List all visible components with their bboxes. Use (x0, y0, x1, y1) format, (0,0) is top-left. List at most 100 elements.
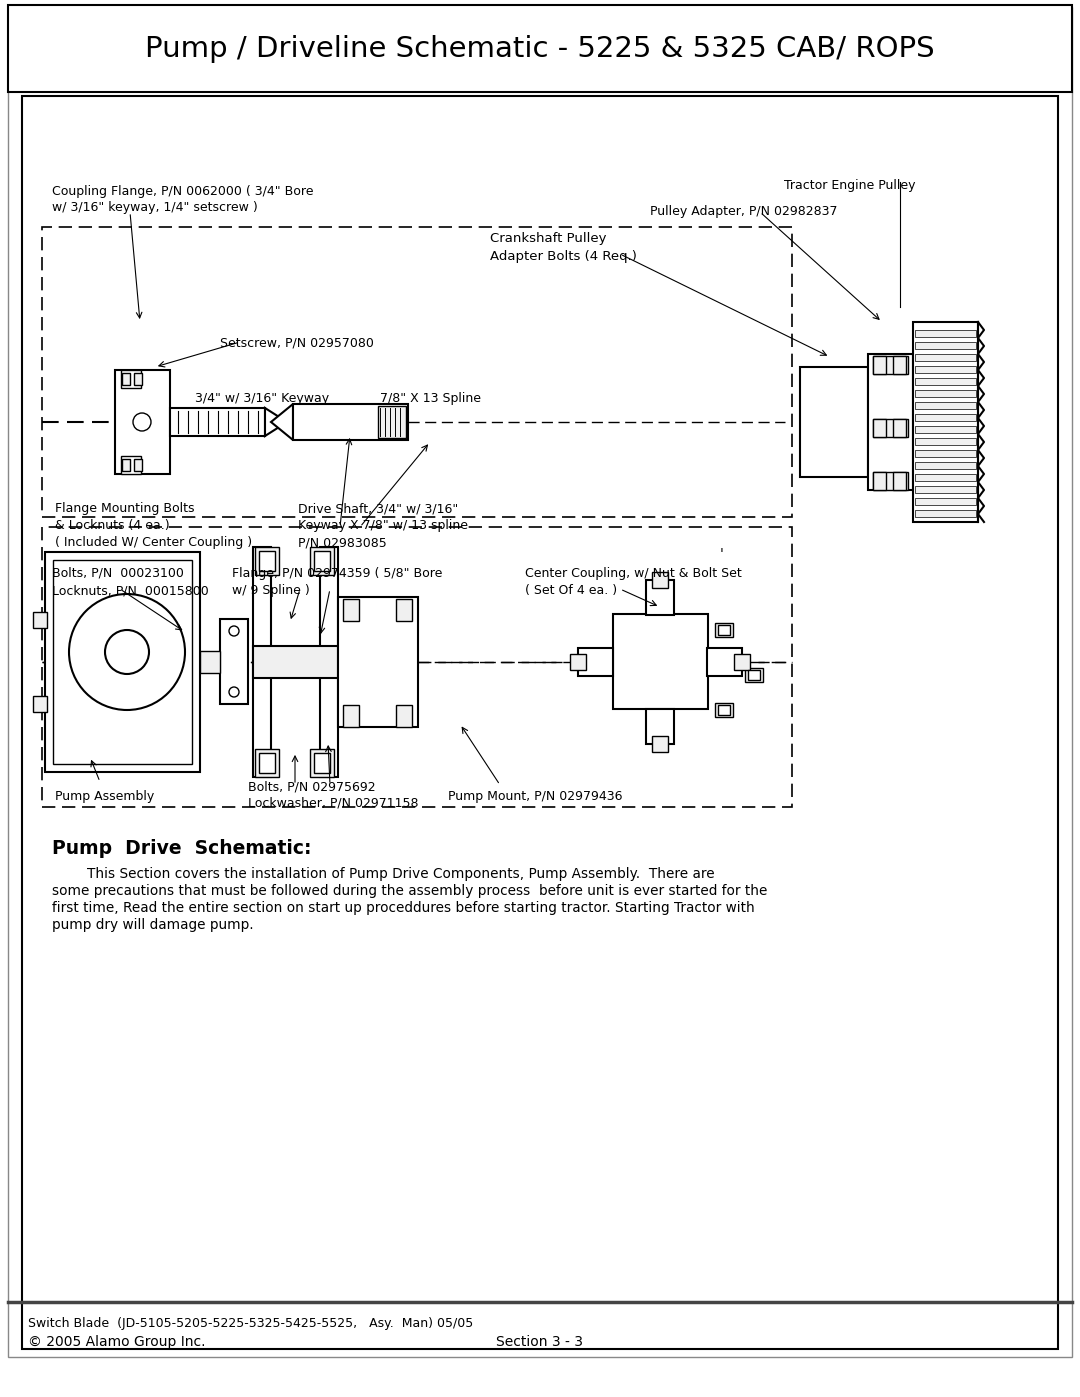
Text: © 2005 Alamo Group Inc.: © 2005 Alamo Group Inc. (28, 1336, 205, 1350)
Text: ': ' (720, 548, 724, 562)
Text: Section 3 - 3: Section 3 - 3 (497, 1336, 583, 1350)
Text: Keyway X 7/8" w/ 13 spline: Keyway X 7/8" w/ 13 spline (298, 520, 468, 532)
Bar (913, 321, 978, 522)
Bar (915, 342, 976, 349)
Bar (343, 705, 359, 726)
Bar (707, 648, 742, 676)
Bar (122, 373, 130, 386)
Text: pump dry will damage pump.: pump dry will damage pump. (52, 918, 254, 932)
Bar (915, 390, 976, 397)
Text: first time, Read the entire section on start up proceddures before starting trac: first time, Read the entire section on s… (52, 901, 755, 915)
Bar (255, 548, 279, 576)
Bar (134, 460, 141, 471)
Text: Pulley Adapter, P/N 02982837: Pulley Adapter, P/N 02982837 (650, 205, 837, 218)
Text: Flange Mounting Bolts: Flange Mounting Bolts (55, 502, 194, 515)
Bar (873, 356, 908, 374)
Bar (53, 560, 192, 764)
Bar (42, 226, 792, 517)
Bar (745, 668, 762, 682)
Text: This Section covers the installation of Pump Drive Components, Pump Assembly.  T: This Section covers the installation of … (52, 868, 715, 882)
Bar (338, 597, 418, 726)
Text: Flange, P/N 02974359 ( 5/8" Bore: Flange, P/N 02974359 ( 5/8" Bore (232, 567, 443, 580)
Bar (652, 736, 669, 752)
Bar (893, 472, 906, 490)
Bar (718, 624, 730, 636)
Text: w/ 9 Spline ): w/ 9 Spline ) (232, 584, 310, 597)
Text: Setscrew, P/N 02957080: Setscrew, P/N 02957080 (220, 337, 374, 351)
Bar (570, 654, 586, 671)
Bar (259, 550, 275, 571)
Bar (314, 753, 330, 773)
Text: w/ 3/16" keyway, 1/4" setscrew ): w/ 3/16" keyway, 1/4" setscrew ) (52, 201, 258, 214)
Bar (652, 571, 669, 588)
Text: & Locknuts (4 ea.): & Locknuts (4 ea.) (55, 520, 170, 532)
Bar (868, 353, 913, 490)
Bar (310, 749, 334, 777)
Bar (915, 379, 976, 386)
Text: P/N 02983085: P/N 02983085 (298, 536, 387, 549)
Bar (718, 705, 730, 715)
Polygon shape (271, 404, 293, 440)
Bar (873, 356, 886, 374)
Bar (121, 455, 141, 474)
Bar (915, 450, 976, 457)
Bar (915, 426, 976, 433)
Bar (33, 696, 48, 712)
Bar (915, 353, 976, 360)
Polygon shape (265, 408, 287, 436)
Text: 7/8" X 13 Spline: 7/8" X 13 Spline (380, 393, 481, 405)
Text: Switch Blade  (JD-5105-5205-5225-5325-5425-5525,   Asy.  Man) 05/05: Switch Blade (JD-5105-5205-5225-5325-542… (28, 1317, 473, 1330)
Bar (915, 366, 976, 373)
Bar (915, 462, 976, 469)
Bar (715, 623, 733, 637)
Bar (748, 671, 760, 680)
Bar (915, 402, 976, 409)
Bar (8, 6, 1072, 92)
Text: Coupling Flange, P/N 0062000 ( 3/4" Bore: Coupling Flange, P/N 0062000 ( 3/4" Bore (52, 184, 313, 198)
Text: Pump  Drive  Schematic:: Pump Drive Schematic: (52, 840, 311, 858)
Text: Bolts, P/N 02975692: Bolts, P/N 02975692 (248, 780, 376, 793)
Text: Bolts, P/N  00023100: Bolts, P/N 00023100 (52, 567, 184, 580)
Bar (873, 419, 908, 437)
Text: Locknuts, P/N  00015800: Locknuts, P/N 00015800 (52, 584, 208, 597)
Bar (170, 408, 265, 436)
Bar (134, 373, 141, 386)
Bar (396, 705, 411, 726)
Text: ( Set Of 4 ea. ): ( Set Of 4 ea. ) (525, 584, 617, 597)
Bar (646, 580, 674, 615)
Bar (122, 460, 130, 471)
Text: Crankshaft Pulley: Crankshaft Pulley (490, 232, 607, 244)
Text: Pump / Driveline Schematic - 5225 & 5325 CAB/ ROPS: Pump / Driveline Schematic - 5225 & 5325… (145, 35, 935, 63)
Bar (253, 645, 338, 678)
Bar (343, 599, 359, 622)
Bar (45, 552, 200, 773)
Bar (255, 749, 279, 777)
Circle shape (229, 687, 239, 697)
Text: Tractor Engine Pulley: Tractor Engine Pulley (784, 179, 916, 191)
Bar (873, 472, 886, 490)
Bar (715, 703, 733, 717)
Bar (42, 527, 792, 807)
Bar (114, 370, 170, 474)
Text: Center Coupling, w/ Nut & Bolt Set: Center Coupling, w/ Nut & Bolt Set (525, 567, 742, 580)
Bar (121, 370, 141, 388)
Bar (613, 615, 708, 710)
Bar (915, 439, 976, 446)
Bar (578, 648, 613, 676)
Bar (873, 472, 908, 490)
Text: ( Included W/ Center Coupling ): ( Included W/ Center Coupling ) (55, 536, 252, 549)
Text: Pump Assembly: Pump Assembly (55, 789, 154, 803)
Bar (314, 550, 330, 571)
Bar (320, 548, 338, 777)
Bar (915, 474, 976, 481)
Bar (893, 419, 906, 437)
Bar (915, 486, 976, 493)
Bar (915, 510, 976, 517)
Bar (915, 330, 976, 337)
Text: Drive Shaft, 3/4" w/ 3/16": Drive Shaft, 3/4" w/ 3/16" (298, 502, 458, 515)
Text: some precautions that must be followed during the assembly process  before unit : some precautions that must be followed d… (52, 884, 768, 898)
Bar (378, 407, 406, 439)
Text: Pump Mount, P/N 02979436: Pump Mount, P/N 02979436 (448, 789, 622, 803)
Bar (310, 548, 334, 576)
Bar (800, 367, 868, 476)
